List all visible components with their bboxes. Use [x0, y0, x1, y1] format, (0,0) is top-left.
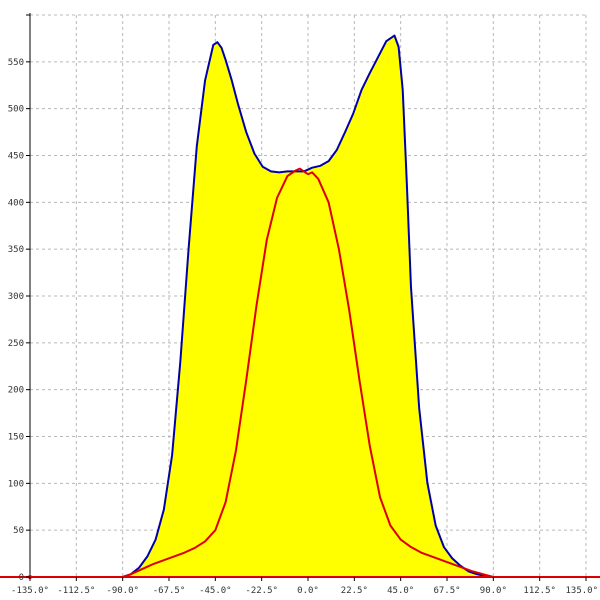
x-tick-label: -90.0° [106, 586, 139, 596]
y-tick-label: 0 [19, 573, 24, 583]
series-1-line [30, 34, 586, 578]
y-tick-label: 500 [8, 105, 24, 115]
y-tick-label: 50 [13, 526, 24, 536]
y-tick-label: 400 [8, 198, 24, 208]
x-tick-label: -45.0° [199, 586, 232, 596]
y-tick-label: 200 [8, 386, 24, 396]
x-tick-label: 90.0° [480, 586, 507, 596]
x-tick-label: 22.5° [341, 586, 368, 596]
y-tick-label: 250 [8, 339, 24, 349]
x-tick-label: -135.0° [11, 586, 49, 596]
x-tick-label: 135.0° [565, 586, 598, 596]
series-lines [30, 34, 586, 578]
x-tick-label: -22.5° [245, 586, 278, 596]
x-tick-label: 0.0° [297, 586, 319, 596]
x-tick-label: -67.5° [153, 586, 186, 596]
y-tick-label: 100 [8, 479, 24, 489]
x-tick-label: 67.5° [433, 586, 460, 596]
x-tick-label: -112.5° [57, 586, 95, 596]
series-areas [30, 35, 586, 578]
y-tick-label: 150 [8, 433, 24, 443]
y-tick-label: 350 [8, 245, 24, 255]
series-1-area [30, 35, 586, 578]
series-2-line [30, 167, 586, 578]
y-tick-label: 550 [8, 58, 24, 68]
y-tick-label: 450 [8, 152, 24, 162]
tick-labels: 0 50 100 150 200 250 300 350 400 450 500 550 -135.0°… [8, 14, 598, 596]
x-tick-label: 112.5° [523, 586, 556, 596]
x-tick-label: 45.0° [387, 586, 414, 596]
y-tick-label: 300 [8, 292, 24, 302]
